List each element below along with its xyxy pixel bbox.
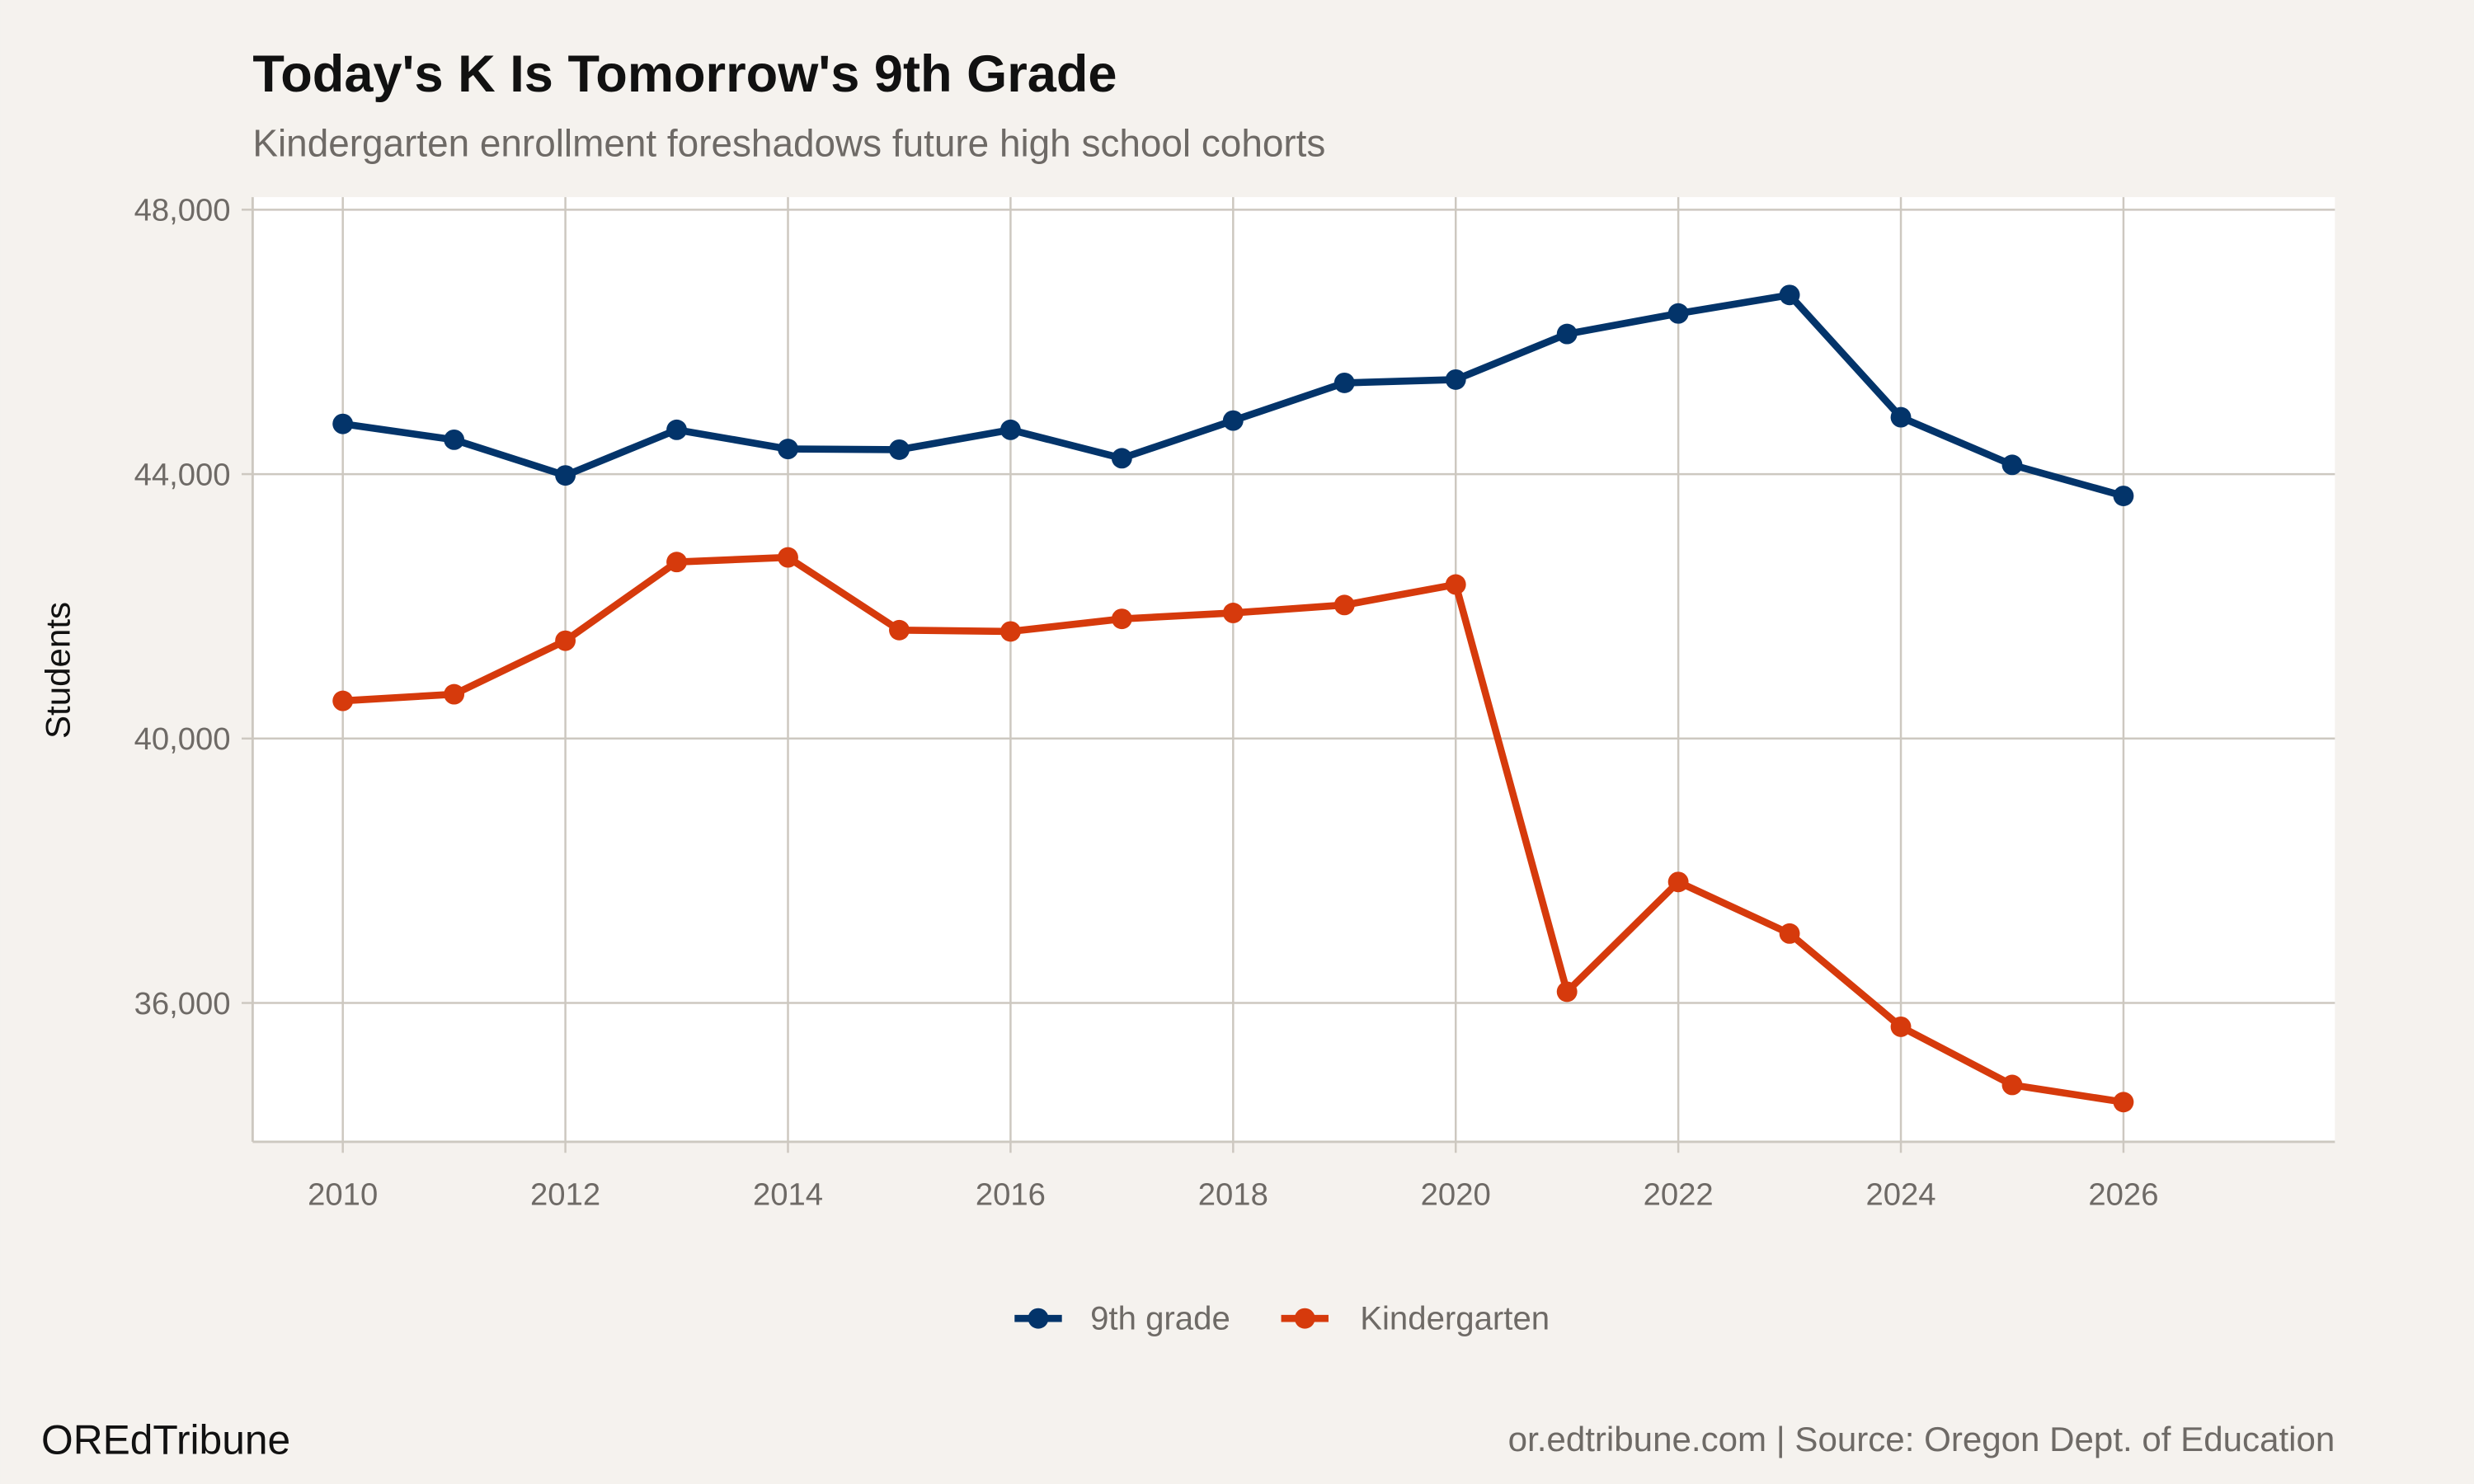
point-9th-grade-2013 (666, 419, 687, 440)
point-9th-grade-2022 (1667, 303, 1689, 324)
point-9th-grade-2016 (999, 419, 1021, 440)
legend-item-9th-grade: 9th grade (1014, 1300, 1230, 1337)
point-kindergarten-2026 (2113, 1092, 2134, 1113)
brand-name: OREdTribune (41, 1417, 290, 1463)
source-caption: or.edtribune.com | Source: Oregon Dept. … (1508, 1420, 2335, 1458)
point-kindergarten-2016 (999, 621, 1021, 642)
point-kindergarten-2019 (1333, 594, 1355, 616)
point-9th-grade-2021 (1556, 323, 1578, 345)
chart-title: Today's K Is Tomorrow's 9th Grade (252, 45, 1117, 103)
series-kindergarten (332, 547, 2134, 1113)
x-tick-label: 2018 (1198, 1176, 1268, 1212)
x-tick-label: 2010 (308, 1176, 378, 1212)
point-9th-grade-2015 (889, 439, 910, 460)
point-9th-grade-2025 (2001, 454, 2023, 476)
series-group (332, 284, 2134, 1113)
point-kindergarten-2011 (444, 683, 465, 705)
y-tick-label: 44,000 (134, 457, 231, 492)
point-9th-grade-2012 (555, 465, 576, 486)
point-kindergarten-2013 (666, 552, 687, 573)
point-kindergarten-2023 (1779, 923, 1800, 944)
series-9th-grade (332, 284, 2134, 506)
point-9th-grade-2026 (2113, 486, 2134, 506)
point-kindergarten-2020 (1445, 574, 1466, 595)
point-kindergarten-2014 (778, 547, 798, 568)
legend-item-kindergarten: Kindergarten (1281, 1300, 1550, 1337)
x-tick-label: 2014 (753, 1176, 823, 1212)
legend-dot-9th-grade (1028, 1308, 1049, 1329)
point-kindergarten-2025 (2001, 1074, 2023, 1096)
point-9th-grade-2018 (1222, 410, 1244, 431)
legend: 9th grade Kindergarten (1014, 1300, 1550, 1337)
legend-dot-kindergarten (1294, 1308, 1315, 1329)
point-kindergarten-2015 (889, 619, 910, 641)
point-kindergarten-2010 (332, 690, 354, 711)
point-9th-grade-2020 (1445, 369, 1466, 390)
x-tick-label: 2024 (1865, 1176, 1935, 1212)
point-9th-grade-2024 (1890, 406, 1912, 428)
x-tick-label: 2026 (2088, 1176, 2158, 1212)
point-9th-grade-2011 (444, 429, 465, 450)
y-tick-label: 36,000 (134, 986, 231, 1021)
point-kindergarten-2022 (1667, 871, 1689, 893)
point-9th-grade-2023 (1779, 284, 1800, 306)
x-tick-label: 2016 (976, 1176, 1046, 1212)
y-axis-label: Students (38, 602, 77, 739)
point-kindergarten-2018 (1222, 603, 1244, 623)
point-9th-grade-2014 (778, 439, 798, 460)
y-tick-label: 40,000 (134, 721, 231, 757)
point-kindergarten-2017 (1111, 608, 1132, 630)
chart-subtitle: Kindergarten enrollment foreshadows futu… (252, 121, 1325, 164)
y-tick-label: 48,000 (134, 193, 231, 228)
x-tick-label: 2022 (1644, 1176, 1714, 1212)
point-kindergarten-2024 (1890, 1016, 1912, 1037)
point-9th-grade-2019 (1333, 372, 1355, 393)
plot-panel (252, 197, 2335, 1142)
axis-ticks: 36,000 40,000 44,000 48,000 2010 2012 2014 2016… (134, 193, 2159, 1213)
point-9th-grade-2010 (332, 413, 354, 434)
legend-label-kindergarten: Kindergarten (1360, 1300, 1550, 1337)
point-kindergarten-2012 (555, 630, 576, 651)
point-9th-grade-2017 (1111, 448, 1132, 469)
legend-label-9th-grade: 9th grade (1090, 1300, 1230, 1337)
x-tick-label: 2012 (530, 1176, 600, 1212)
x-tick-label: 2020 (1421, 1176, 1491, 1212)
point-kindergarten-2021 (1556, 981, 1578, 1003)
grid-lines (252, 197, 2335, 1142)
